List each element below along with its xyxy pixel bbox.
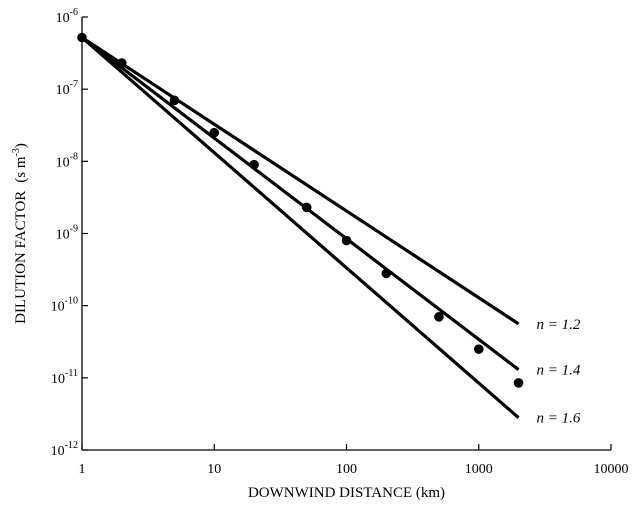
data-point: [301, 202, 312, 213]
data-point: [341, 235, 352, 246]
y-tick-exponent: -11: [65, 368, 78, 379]
y-tick-label: 10-8: [56, 151, 78, 170]
series-labels: n = 1.2 n = 1.4 n = 1.6: [537, 317, 581, 427]
y-tick-label: 10-9: [56, 224, 78, 243]
y-tick-base: 10: [51, 372, 65, 387]
y-tick-label: 10-7: [56, 79, 78, 98]
y-tick-base: 10: [56, 83, 70, 98]
y-axis-title-unit: (s m: [13, 156, 29, 183]
y-tick-base: 10: [51, 444, 65, 459]
data-point: [513, 378, 524, 388]
data-point: [77, 32, 87, 43]
y-tick-label: 10-6: [56, 7, 78, 26]
y-tick-base: 10: [51, 300, 65, 315]
y-axis-title-unit-exp: -3: [11, 148, 22, 156]
data-point: [209, 127, 220, 138]
x-tick-label: 1: [79, 462, 86, 477]
y-axis-title-main: DILUTION FACTOR: [13, 191, 29, 324]
x-ticks: 1 10 100 1000 10000: [79, 444, 629, 477]
data-points: [77, 32, 524, 388]
y-tick-exponent: -7: [70, 79, 78, 90]
series-label: n = 1.4: [537, 363, 581, 379]
data-point: [381, 268, 392, 279]
x-tick-label: 10: [207, 462, 221, 477]
data-point: [473, 344, 484, 354]
y-tick-label: 10-11: [51, 368, 78, 387]
y-tick-label: 10-12: [51, 440, 78, 459]
fitted-lines: [80, 36, 520, 419]
fit-line: [81, 36, 520, 371]
y-tick-base: 10: [56, 155, 70, 170]
x-tick-label: 10000: [594, 462, 629, 477]
y-tick-exponent: -8: [70, 151, 78, 162]
y-tick-exponent: -9: [70, 224, 78, 235]
y-tick-label: 10-10: [51, 296, 78, 315]
axes: [81, 17, 611, 451]
y-tick-base: 10: [56, 11, 70, 26]
series-label: n = 1.2: [537, 317, 581, 333]
fit-line: [80, 36, 520, 419]
y-axis-title-unit-close: ): [13, 143, 29, 148]
data-point: [249, 159, 259, 170]
y-tick-exponent: -12: [65, 440, 78, 451]
y-tick-base: 10: [56, 228, 70, 243]
y-tick-exponent: -6: [70, 7, 78, 18]
x-axis-title: DOWNWIND DISTANCE (km): [248, 485, 445, 501]
data-point: [434, 312, 444, 322]
data-point: [117, 58, 127, 68]
series-label: n = 1.6: [537, 411, 581, 427]
y-axis-title: DILUTION FACTOR (s m-3): [11, 143, 29, 324]
x-tick-label: 1000: [465, 462, 493, 477]
y-tick-exponent: -10: [65, 296, 78, 307]
data-point: [169, 95, 180, 106]
x-tick-label: 100: [336, 462, 357, 477]
fit-line: [81, 36, 520, 326]
